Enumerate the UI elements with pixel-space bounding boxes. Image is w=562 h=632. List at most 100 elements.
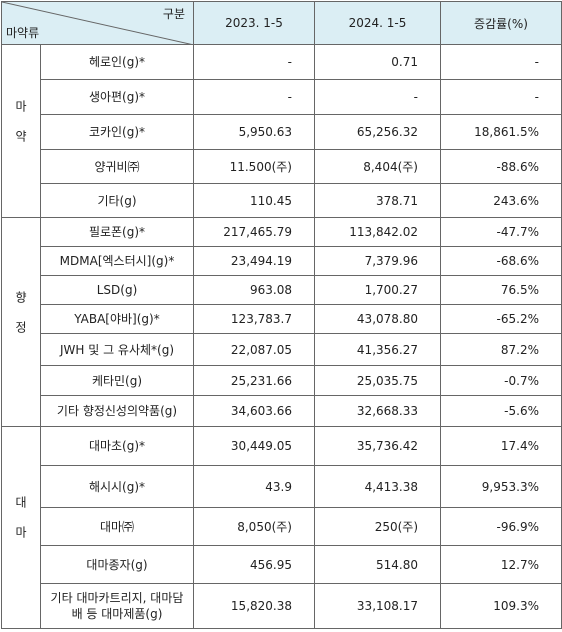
row: 기타 대마카트리지, 대마담배 등 대마제품(g) 15,820.38 33,108… xyxy=(2,583,562,629)
item-name: 케타민(g) xyxy=(40,365,194,396)
item-name: 대마종자(g) xyxy=(40,545,194,584)
value-cell: 110.45 xyxy=(193,183,315,218)
value-cell: 43.9 xyxy=(193,465,315,508)
item-name: 양귀비㈜ xyxy=(40,149,194,184)
value-cell: - xyxy=(440,44,562,80)
corner-top: 구분 xyxy=(162,7,185,21)
value-cell: 250(주) xyxy=(314,507,441,546)
value-cell: 109.3% xyxy=(440,583,562,629)
value-cell: 11.500(주) xyxy=(193,149,315,184)
item-name: 기타(g) xyxy=(40,183,194,218)
value-cell: -68.6% xyxy=(440,246,562,276)
value-cell: - xyxy=(193,44,315,80)
value-cell: 15,820.38 xyxy=(193,583,315,629)
row: MDMA[엑스터시](g)* 23,494.19 7,379.96 -68.6% xyxy=(2,246,562,276)
item-name: 기타 대마카트리지, 대마담배 등 대마제품(g) xyxy=(40,583,194,629)
row: 기타(g) 110.45 378.71 243.6% xyxy=(2,183,562,218)
row: YABA[야바](g)* 123,783.7 43,078.80 -65.2% xyxy=(2,304,562,334)
value-cell: 217,465.79 xyxy=(193,217,315,247)
value-cell: 25,231.66 xyxy=(193,365,315,396)
value-cell: 8,050(주) xyxy=(193,507,315,546)
value-cell: 243.6% xyxy=(440,183,562,218)
group-cell: 대마 xyxy=(1,426,41,629)
value-cell: 12.7% xyxy=(440,545,562,584)
value-cell: 963.08 xyxy=(193,275,315,305)
value-cell: 22,087.05 xyxy=(193,333,315,366)
corner-cell: 구분 마약류 xyxy=(1,1,194,45)
header-row: 구분 마약류 2023. 1-5 2024. 1-5 증감률(%) xyxy=(1,1,562,45)
value-cell: -88.6% xyxy=(440,149,562,184)
value-cell: -96.9% xyxy=(440,507,562,546)
value-cell: 378.71 xyxy=(314,183,441,218)
group-cell: 향정 xyxy=(1,217,41,427)
item-name: 대마초(g)* xyxy=(40,426,194,466)
item-name: 코카인(g)* xyxy=(40,114,194,150)
value-cell: 9,953.3% xyxy=(440,465,562,508)
value-cell: 41,356.27 xyxy=(314,333,441,366)
value-cell: - xyxy=(440,79,562,115)
item-name: 대마㈜ xyxy=(40,507,194,546)
value-cell: 8,404(주) xyxy=(314,149,441,184)
value-cell: 32,668.33 xyxy=(314,395,441,427)
value-cell: 0.71 xyxy=(314,44,441,80)
value-cell: 4,413.38 xyxy=(314,465,441,508)
value-cell: 34,603.66 xyxy=(193,395,315,427)
column-header: 2023. 1-5 xyxy=(193,1,315,45)
item-name: 해시시(g)* xyxy=(40,465,194,508)
value-cell: 23,494.19 xyxy=(193,246,315,276)
value-cell: 514.80 xyxy=(314,545,441,584)
value-cell: 5,950.63 xyxy=(193,114,315,150)
value-cell: 456.95 xyxy=(193,545,315,584)
item-name: 생아편(g)* xyxy=(40,79,194,115)
group-cell: 마약 xyxy=(1,44,41,218)
row: 대마종자(g) 456.95 514.80 12.7% xyxy=(2,545,562,584)
table-body: 마약 헤로인(g)* -0.71- 생아편(g)* - - - 코카인(g)* 5,950.63… xyxy=(1,44,562,629)
row: 대마㈜ 8,050(주) 250(주) -96.9% xyxy=(2,507,562,546)
row: 코카인(g)* 5,950.63 65,256.32 18,861.5% xyxy=(2,114,562,150)
row: 생아편(g)* - - - xyxy=(2,79,562,115)
value-cell: 87.2% xyxy=(440,333,562,366)
row: LSD(g) 963.08 1,700.27 76.5% xyxy=(2,275,562,305)
value-cell: 30,449.05 xyxy=(193,426,315,466)
group-label: 마약 xyxy=(13,99,28,160)
item-name: 기타 향정신성의약품(g) xyxy=(40,395,194,427)
group-label: 향정 xyxy=(13,290,28,351)
value-cell: - xyxy=(314,79,441,115)
row: 케타민(g) 25,231.66 25,035.75 -0.7% xyxy=(2,365,562,396)
value-cell: 43,078.80 xyxy=(314,304,441,334)
value-cell: 7,379.96 xyxy=(314,246,441,276)
value-cell: -47.7% xyxy=(440,217,562,247)
column-header: 2024. 1-5 xyxy=(314,1,441,45)
item-name: 필로폰(g)* xyxy=(40,217,194,247)
row: 마약 헤로인(g)* -0.71- xyxy=(1,44,562,218)
item-name: 헤로인(g)* xyxy=(40,44,194,80)
value-cell: 1,700.27 xyxy=(314,275,441,305)
diagonal xyxy=(2,2,190,44)
value-cell: 17.4% xyxy=(440,426,562,466)
item-name: MDMA[엑스터시](g)* xyxy=(40,246,194,276)
corner-bottom: 마약류 xyxy=(6,26,40,40)
column-header: 증감률(%) xyxy=(440,1,562,45)
value-cell: 18,861.5% xyxy=(440,114,562,150)
row: 기타 향정신성의약품(g) 34,603.66 32,668.33 -5.6% xyxy=(2,395,562,427)
value-cell: -65.2% xyxy=(440,304,562,334)
item-name: YABA[야바](g)* xyxy=(40,304,194,334)
value-cell: -0.7% xyxy=(440,365,562,396)
row: 향정 필로폰(g)* 217,465.79 113,842.02 -47.7% xyxy=(1,217,562,427)
row: JWH 및 그 유사체*(g) 22,087.05 41,356.27 87.2% xyxy=(2,333,562,366)
row: 해시시(g)* 43.9 4,413.38 9,953.3% xyxy=(2,465,562,508)
value-cell: 25,035.75 xyxy=(314,365,441,396)
value-cell: 113,842.02 xyxy=(314,217,441,247)
row: 대마 대마초(g)* 30,449.05 35,736.42 17.4% xyxy=(1,426,562,629)
value-cell: 76.5% xyxy=(440,275,562,305)
row: 양귀비㈜ 11.500(주) 8,404(주) -88.6% xyxy=(2,149,562,184)
value-cell: 35,736.42 xyxy=(314,426,441,466)
value-cell: 123,783.7 xyxy=(193,304,315,334)
group-label: 대마 xyxy=(13,496,28,556)
item-name: JWH 및 그 유사체*(g) xyxy=(40,333,194,366)
value-cell: 65,256.32 xyxy=(314,114,441,150)
value-cell: -5.6% xyxy=(440,395,562,427)
value-cell: - xyxy=(193,79,315,115)
